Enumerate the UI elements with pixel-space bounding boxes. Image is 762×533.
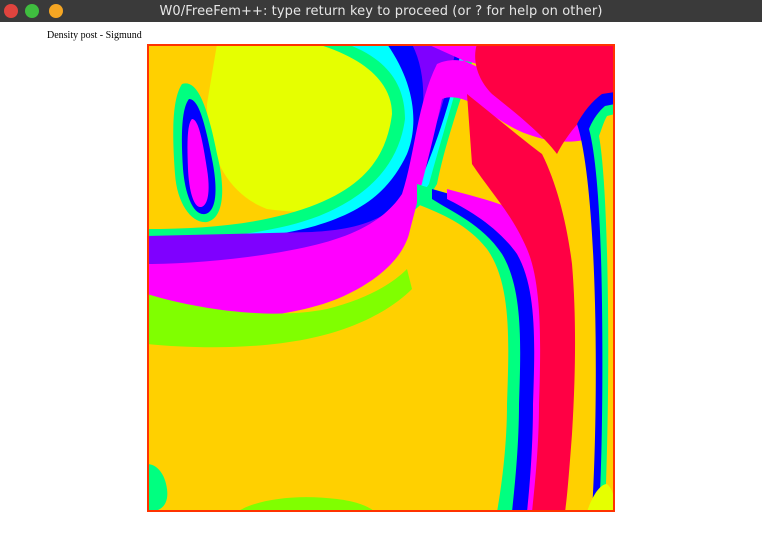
band-blue	[147, 44, 462, 249]
right-edge-yellow	[599, 114, 615, 512]
region-red-top	[475, 44, 615, 154]
band-magenta	[147, 44, 615, 319]
close-button[interactable]	[4, 4, 18, 18]
density-plot	[147, 44, 615, 512]
domain-boundary	[147, 44, 615, 512]
band-lower-left	[147, 269, 412, 348]
plot-title: Density post - Sigmund	[47, 30, 142, 41]
field-region-dome-outer	[207, 44, 421, 213]
bottom-left-blob	[147, 464, 168, 512]
graphics-canvas[interactable]: Density post - Sigmund	[0, 22, 762, 533]
lobe-left-magenta	[187, 119, 209, 208]
channel-red	[467, 94, 576, 512]
bottom-center-blob	[237, 497, 375, 512]
minimize-button[interactable]	[25, 4, 39, 18]
maximize-button[interactable]	[49, 4, 63, 18]
bottom-right-blob	[587, 484, 615, 512]
density-field	[147, 44, 615, 512]
title-bar[interactable]: W0/FreeFem++: type return key to proceed…	[0, 0, 762, 22]
window-title: W0/FreeFem++: type return key to proceed…	[159, 3, 603, 19]
